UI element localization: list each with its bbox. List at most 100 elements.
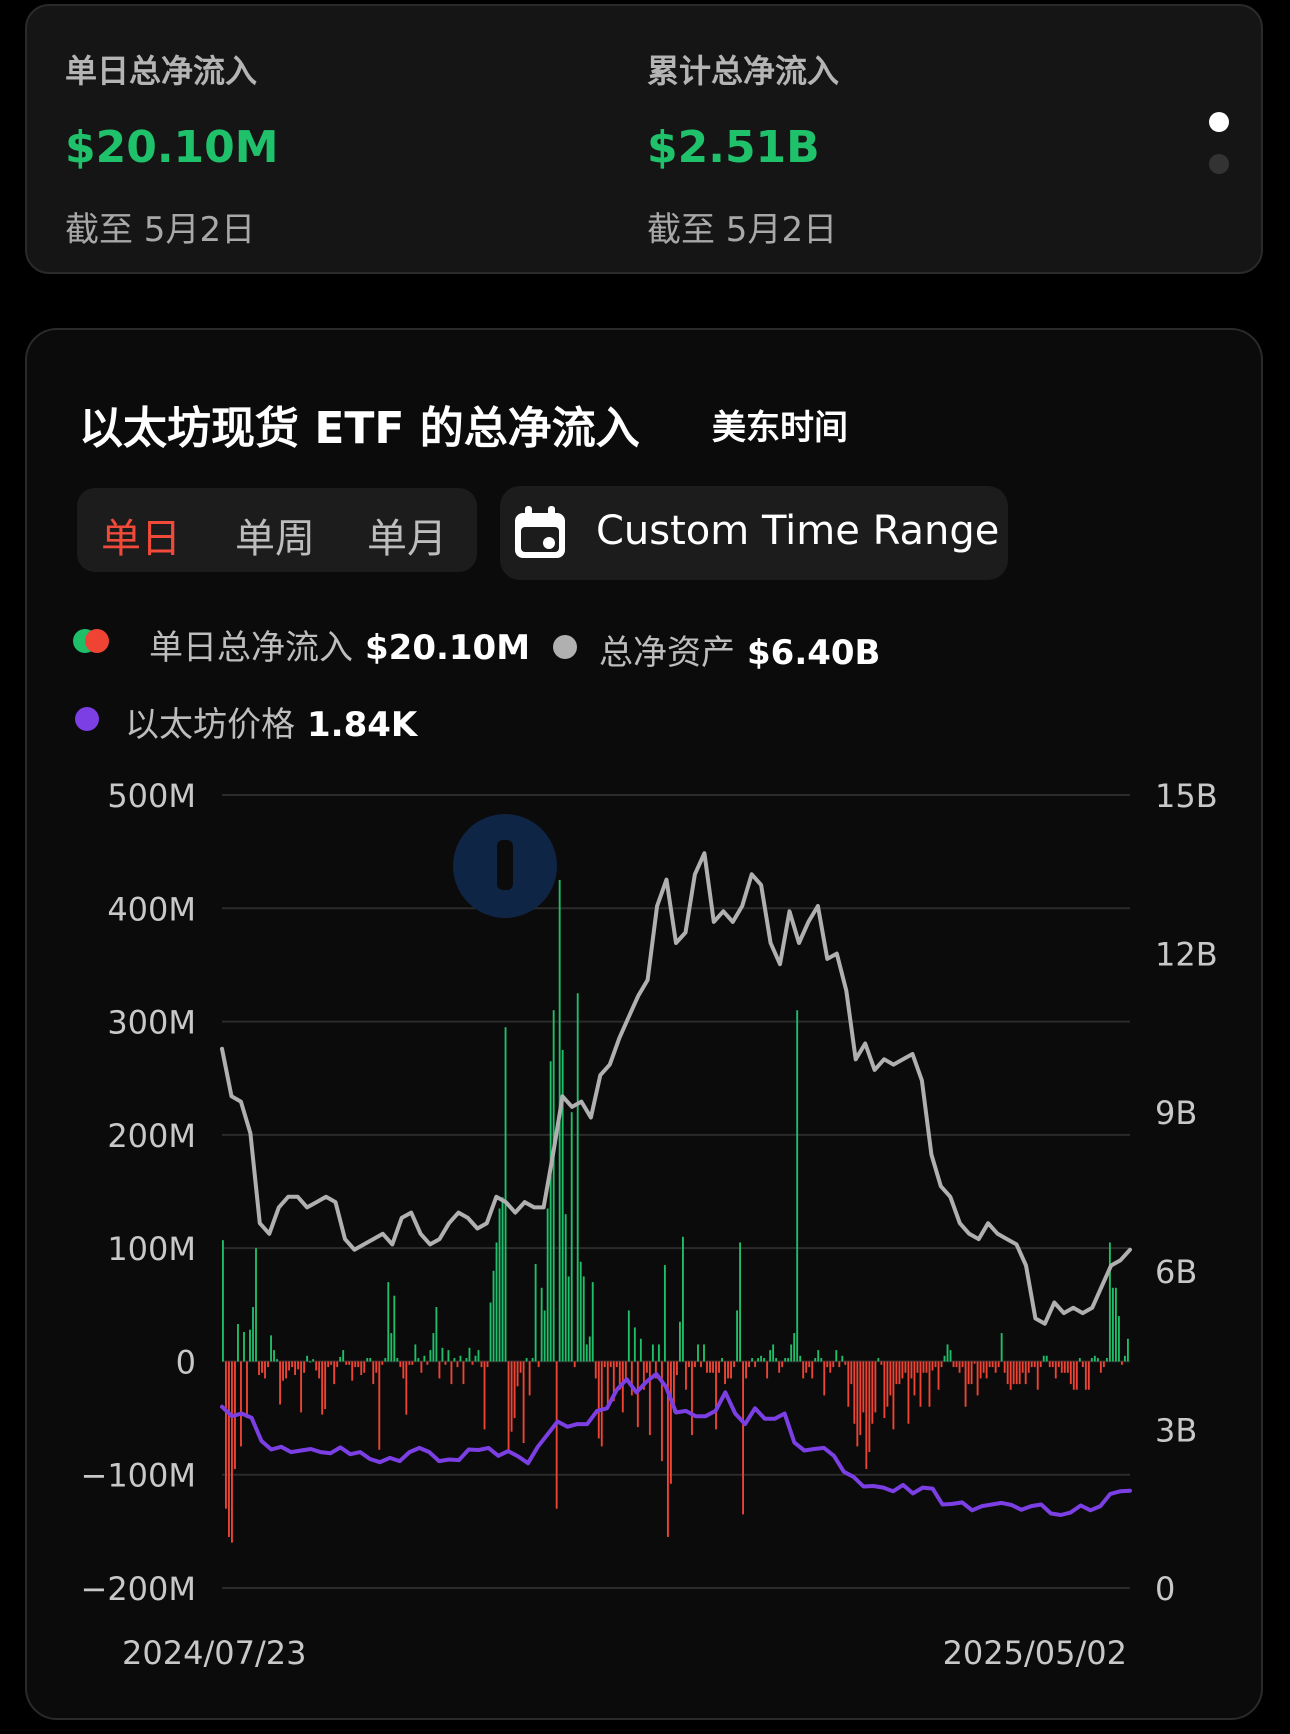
outflow-bar bbox=[363, 1361, 366, 1373]
outflow-bar bbox=[910, 1361, 913, 1379]
inflow-bar bbox=[252, 1307, 254, 1362]
inflow-bar bbox=[393, 1295, 396, 1362]
outflow-bar bbox=[958, 1361, 961, 1373]
legend-price-name: 以太坊价格 bbox=[125, 705, 295, 745]
outflow-bar bbox=[600, 1361, 603, 1447]
outflow-bar bbox=[486, 1361, 489, 1368]
inflow-bar bbox=[841, 1355, 844, 1362]
outflow-bar bbox=[240, 1361, 242, 1447]
outflow-bar bbox=[1033, 1361, 1036, 1368]
outflow-bar bbox=[354, 1361, 357, 1368]
inflow-bar bbox=[534, 1264, 537, 1362]
inflow-bar bbox=[651, 1344, 654, 1362]
outflow-bar bbox=[871, 1361, 874, 1424]
outflow-bar bbox=[378, 1361, 381, 1450]
inflow-bar bbox=[627, 1310, 630, 1362]
cumulative-net-inflow-date: 截至 5月2日 bbox=[647, 210, 838, 250]
outflow-bar bbox=[402, 1361, 405, 1379]
inflow-bar bbox=[366, 1358, 369, 1362]
eth-price-dot-icon bbox=[75, 707, 99, 731]
outflow-bar bbox=[937, 1361, 940, 1390]
outflow-bar bbox=[904, 1361, 907, 1373]
inflow-bar bbox=[763, 1358, 766, 1362]
inflow-bar bbox=[576, 993, 579, 1362]
tab-monthly[interactable]: 单月 bbox=[367, 516, 447, 562]
left-axis-tick-label: −100M bbox=[81, 1457, 197, 1495]
inflow-bar bbox=[663, 1265, 666, 1362]
inflow-bar bbox=[390, 1333, 393, 1362]
outflow-bar bbox=[781, 1361, 784, 1368]
inflow-bar bbox=[769, 1350, 772, 1362]
right-axis-tick-label: 6B bbox=[1155, 1253, 1197, 1291]
right-axis-tick-label: 0 bbox=[1155, 1570, 1175, 1608]
outflow-bar bbox=[913, 1361, 916, 1396]
outflow-bar bbox=[988, 1361, 991, 1368]
outflow-bar bbox=[970, 1361, 973, 1385]
inflow-bar bbox=[1105, 1358, 1108, 1362]
outflow-bar bbox=[357, 1361, 360, 1368]
inflow-bar bbox=[552, 1010, 555, 1362]
cumulative-net-inflow-value: $2.51B bbox=[647, 122, 820, 173]
outflow-bar bbox=[510, 1361, 513, 1432]
inflow-bar bbox=[387, 1282, 390, 1362]
inflow-bar bbox=[504, 1027, 507, 1362]
outflow-bar bbox=[450, 1361, 453, 1385]
outflow-bar bbox=[823, 1361, 826, 1396]
inflow-bar bbox=[222, 1240, 224, 1362]
inflow-bar bbox=[1093, 1355, 1096, 1362]
outflow-bar bbox=[733, 1361, 735, 1368]
daily-net-inflow-value: $20.10M bbox=[65, 122, 279, 173]
outflow-bar bbox=[1072, 1361, 1075, 1390]
outflow-bar bbox=[961, 1361, 964, 1368]
inflow-bar bbox=[790, 1344, 793, 1362]
outflow-bar bbox=[856, 1361, 859, 1447]
inflow-bar bbox=[501, 1197, 504, 1362]
inflow-bar bbox=[459, 1355, 462, 1362]
outflow-bar bbox=[1075, 1361, 1078, 1390]
outflow-bar bbox=[231, 1361, 233, 1543]
outflow-bar bbox=[880, 1361, 883, 1365]
outflow-bar bbox=[712, 1361, 714, 1373]
outflow-bar bbox=[300, 1361, 303, 1413]
outflow-bar bbox=[645, 1361, 648, 1373]
timezone-label: 美东时间 bbox=[712, 408, 848, 448]
outflow-bar bbox=[916, 1361, 919, 1373]
pager-dot-2[interactable] bbox=[1209, 154, 1229, 174]
inflow-bar bbox=[384, 1358, 387, 1362]
inflow-bar bbox=[339, 1356, 342, 1362]
outflow-bar bbox=[606, 1361, 609, 1410]
outflow-bar bbox=[1057, 1361, 1060, 1368]
pager-dot-1[interactable] bbox=[1209, 112, 1229, 132]
outflow-bar bbox=[426, 1361, 429, 1365]
outflow-bar bbox=[456, 1361, 459, 1368]
inflow-bar bbox=[549, 1061, 552, 1362]
outflow-bar bbox=[303, 1361, 306, 1373]
outflow-bar bbox=[381, 1361, 384, 1365]
outflow-bar bbox=[847, 1361, 850, 1407]
outflow-bar bbox=[1081, 1361, 1084, 1368]
outflow-bar bbox=[919, 1361, 922, 1407]
outflow-bar bbox=[931, 1361, 934, 1371]
right-axis-tick-label: 12B bbox=[1155, 936, 1218, 974]
tab-daily[interactable]: 单日 bbox=[101, 516, 181, 562]
custom-time-range-button[interactable]: Custom Time Range bbox=[500, 486, 1008, 580]
outflow-bar bbox=[1063, 1361, 1066, 1373]
outflow-bar bbox=[321, 1361, 324, 1415]
inflow-bar bbox=[949, 1350, 952, 1362]
outflow-bar bbox=[979, 1361, 982, 1379]
outflow-bar bbox=[405, 1361, 408, 1415]
inflow-bar bbox=[561, 1049, 564, 1362]
inflow-bar bbox=[820, 1358, 823, 1362]
outflow-bar bbox=[462, 1361, 465, 1385]
outflow-bar bbox=[925, 1361, 928, 1373]
outflow-bar bbox=[838, 1361, 841, 1368]
inflow-bar bbox=[249, 1329, 251, 1362]
tab-weekly[interactable]: 单周 bbox=[235, 516, 315, 562]
outflow-bar bbox=[408, 1361, 411, 1365]
inflow-bar bbox=[441, 1347, 444, 1362]
outflow-bar bbox=[513, 1361, 516, 1419]
outflow-bar bbox=[727, 1361, 729, 1379]
outflow-bar bbox=[694, 1361, 696, 1368]
outflow-bar bbox=[766, 1361, 769, 1379]
